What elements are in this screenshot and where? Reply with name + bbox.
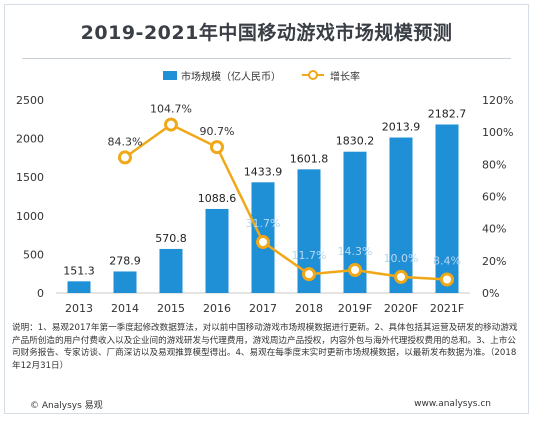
growth-rate-point: [118, 150, 132, 165]
x-tick-label: 2014: [111, 302, 139, 315]
y-right-tick-label: 120%: [482, 94, 513, 107]
bar-value-label: 570.8: [155, 232, 187, 245]
y-right-tick-label: 0%: [482, 287, 499, 300]
growth-rate-label: 11.7%: [292, 249, 327, 262]
growth-rate-label: 104.7%: [150, 103, 192, 116]
y-right-tick-label: 40%: [482, 223, 506, 236]
growth-rate-point: [440, 272, 454, 287]
bar: [205, 208, 229, 293]
bar-value-label: 1830.2: [336, 135, 375, 148]
growth-rate-point: [302, 267, 316, 282]
growth-rate-label: 31.7%: [246, 217, 281, 230]
y-left-tick-label: 0: [37, 287, 44, 300]
bar: [435, 124, 459, 293]
growth-rate-point: [256, 235, 270, 250]
footnote: 说明：1、易观2017年第一季度起修改数据算法，对以前中国移动游戏市场规模数据进…: [12, 323, 518, 371]
y-left-tick-label: 500: [23, 248, 44, 261]
bar-value-label: 2013.9: [382, 121, 421, 134]
copyright-text: © Analysys 易观: [30, 401, 103, 411]
legend-line-label: 增长率: [330, 70, 360, 83]
bar: [113, 271, 137, 293]
legend-bar-swatch: [163, 71, 177, 80]
bar: [67, 281, 91, 293]
title-divider: [22, 58, 511, 59]
bar-value-label: 2182.7: [428, 107, 467, 120]
y-right-tick-label: 60%: [482, 191, 506, 204]
bar: [389, 137, 413, 293]
x-tick-label: 2021F: [430, 302, 464, 315]
x-tick-label: 2013: [65, 302, 93, 315]
y-left-tick-label: 2000: [16, 133, 44, 146]
y-right-tick-label: 80%: [482, 158, 506, 171]
x-tick-label: 2019F: [338, 302, 372, 315]
growth-rate-label: 90.7%: [200, 125, 235, 138]
x-tick-label: 2018: [295, 302, 323, 315]
y-left-tick-label: 1000: [16, 210, 44, 223]
combo-chart: 0 500 1000 1500 2000 2500 0% 20% 40% 60% 80% 100% 12…: [16, 70, 513, 315]
y-right-tick-label: 20%: [482, 255, 506, 268]
bar-value-label: 1601.8: [290, 152, 329, 165]
x-tick-label: 2020F: [384, 302, 418, 315]
bar: [159, 248, 183, 293]
growth-rate-label: 84.3%: [108, 135, 143, 148]
x-tick-label: 2015: [157, 302, 185, 315]
growth-rate-label: 8.4%: [433, 254, 461, 267]
growth-rate-point: [394, 269, 408, 284]
legend-line-marker: [308, 70, 318, 80]
y-left-tick-label: 2500: [16, 94, 44, 107]
growth-rate-line: [124, 123, 448, 281]
growth-rate-point: [210, 140, 224, 155]
y-left-tick-label: 1500: [16, 171, 44, 184]
chart-title: 2019-2021年中国移动游戏市场规模预测: [80, 22, 453, 44]
bar-value-label: 1088.6: [198, 192, 237, 205]
bar-value-label: 278.9: [109, 254, 141, 267]
growth-rate-label: 14.3%: [338, 245, 373, 258]
bar-value-label: 1433.9: [244, 165, 283, 178]
bar: [297, 169, 321, 293]
legend-bar-label: 市场规模（亿人民币）: [181, 70, 281, 83]
growth-rate-point: [348, 263, 362, 278]
growth-rate-point: [164, 117, 178, 132]
y-right-tick-label: 100%: [482, 126, 513, 139]
x-tick-label: 2016: [203, 302, 231, 315]
x-tick-label: 2017: [249, 302, 277, 315]
website-text: www.analysys.cn: [414, 399, 491, 409]
bar-value-label: 151.3: [63, 264, 95, 277]
bar: [343, 151, 367, 293]
growth-rate-label: 10.0%: [384, 252, 419, 265]
